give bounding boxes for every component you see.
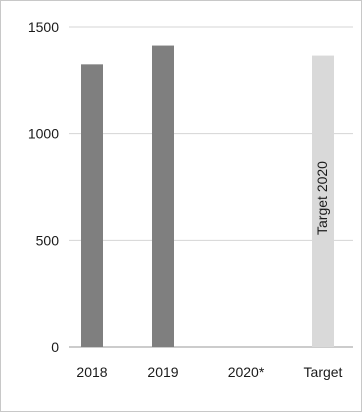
annotation-label: Target 2020 [314,161,330,235]
x-tick-label: 2018 [76,364,107,380]
x-tick-label: Target [304,364,343,380]
x-tick-label: 2019 [147,364,178,380]
bar-2019 [152,45,174,348]
grid-lines [69,26,353,348]
bar-2018 [81,64,103,348]
y-tick-label: 0 [51,339,59,355]
x-axis-ticks: 2018 2019 2020* Target [76,364,342,380]
y-axis-ticks: 0 500 1000 1500 [28,19,59,355]
y-tick-label: 500 [36,232,60,248]
y-tick-label: 1000 [28,126,59,142]
bars [81,45,334,348]
y-tick-label: 1500 [28,19,59,35]
x-tick-label: 2020* [228,364,265,380]
annotations: Target 2020 [314,161,330,235]
bar-target [312,55,334,347]
